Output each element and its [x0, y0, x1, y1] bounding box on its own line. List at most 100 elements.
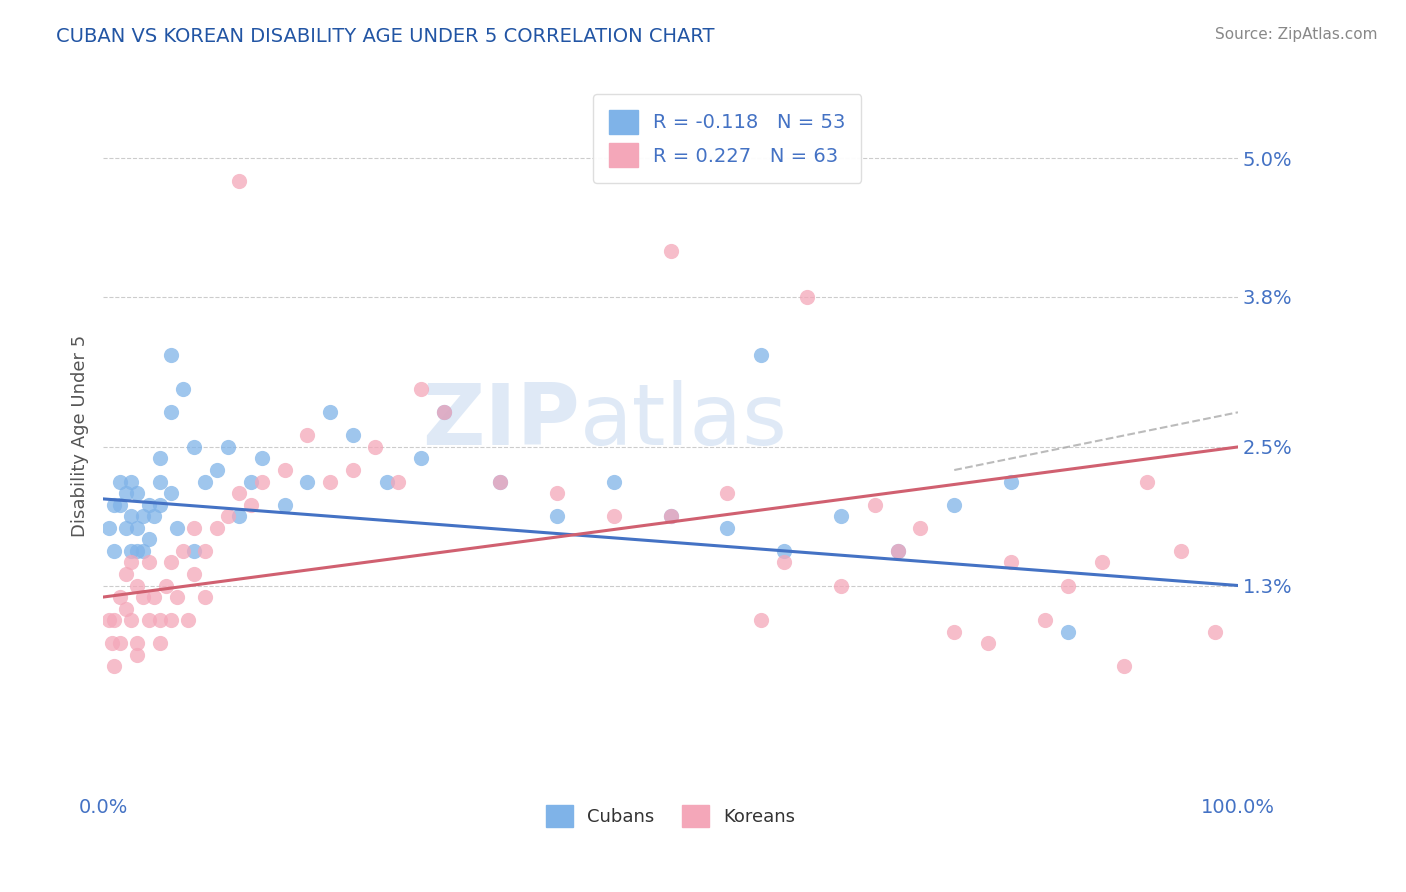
Point: [228, 509, 250, 524]
Point: [319, 475, 342, 489]
Point: [830, 578, 852, 592]
Point: [177, 613, 200, 627]
Point: [205, 521, 228, 535]
Point: [250, 451, 273, 466]
Point: [250, 475, 273, 489]
Point: [183, 440, 205, 454]
Point: [138, 556, 160, 570]
Point: [108, 590, 131, 604]
Point: [489, 475, 512, 489]
Point: [659, 509, 682, 524]
Point: [132, 509, 155, 524]
Point: [977, 636, 1000, 650]
Point: [342, 428, 364, 442]
Point: [103, 613, 125, 627]
Point: [319, 405, 342, 419]
Point: [127, 521, 149, 535]
Point: [546, 509, 568, 524]
Point: [1114, 659, 1136, 673]
Point: [121, 509, 143, 524]
Point: [103, 544, 125, 558]
Point: [108, 636, 131, 650]
Point: [160, 347, 183, 361]
Point: [127, 578, 149, 592]
Point: [603, 509, 626, 524]
Point: [97, 521, 120, 535]
Point: [155, 578, 177, 592]
Point: [228, 174, 250, 188]
Point: [114, 601, 136, 615]
Point: [121, 475, 143, 489]
Point: [138, 498, 160, 512]
Point: [1056, 578, 1078, 592]
Point: [121, 613, 143, 627]
Point: [273, 498, 295, 512]
Legend: Cubans, Koreans: Cubans, Koreans: [538, 798, 803, 834]
Point: [194, 544, 217, 558]
Point: [172, 382, 194, 396]
Point: [149, 636, 172, 650]
Point: [943, 498, 966, 512]
Point: [166, 590, 188, 604]
Point: [1056, 624, 1078, 639]
Point: [603, 475, 626, 489]
Point: [749, 347, 772, 361]
Point: [114, 486, 136, 500]
Point: [103, 498, 125, 512]
Point: [166, 521, 188, 535]
Point: [121, 544, 143, 558]
Point: [108, 475, 131, 489]
Point: [1000, 556, 1022, 570]
Point: [546, 486, 568, 500]
Point: [160, 613, 183, 627]
Point: [143, 509, 166, 524]
Point: [183, 544, 205, 558]
Point: [297, 475, 319, 489]
Point: [375, 475, 398, 489]
Point: [716, 486, 738, 500]
Point: [172, 544, 194, 558]
Point: [138, 613, 160, 627]
Point: [160, 405, 183, 419]
Point: [97, 613, 120, 627]
Point: [273, 463, 295, 477]
Point: [387, 475, 409, 489]
Point: [432, 405, 454, 419]
Point: [127, 486, 149, 500]
Point: [773, 544, 796, 558]
Text: CUBAN VS KOREAN DISABILITY AGE UNDER 5 CORRELATION CHART: CUBAN VS KOREAN DISABILITY AGE UNDER 5 C…: [56, 27, 714, 45]
Point: [194, 590, 217, 604]
Point: [217, 509, 239, 524]
Point: [1170, 544, 1192, 558]
Point: [239, 475, 262, 489]
Point: [830, 509, 852, 524]
Point: [409, 382, 432, 396]
Point: [143, 590, 166, 604]
Point: [1204, 624, 1226, 639]
Point: [149, 451, 172, 466]
Point: [103, 659, 125, 673]
Point: [1000, 475, 1022, 489]
Point: [127, 648, 149, 662]
Point: [364, 440, 387, 454]
Point: [432, 405, 454, 419]
Point: [716, 521, 738, 535]
Point: [943, 624, 966, 639]
Point: [228, 486, 250, 500]
Point: [194, 475, 217, 489]
Point: [121, 556, 143, 570]
Point: [659, 244, 682, 258]
Point: [183, 566, 205, 581]
Point: [101, 636, 124, 650]
Point: [160, 486, 183, 500]
Point: [659, 509, 682, 524]
Point: [1033, 613, 1056, 627]
Point: [138, 533, 160, 547]
Point: [183, 521, 205, 535]
Text: atlas: atlas: [579, 380, 787, 463]
Point: [908, 521, 931, 535]
Point: [114, 566, 136, 581]
Point: [149, 498, 172, 512]
Point: [149, 613, 172, 627]
Point: [297, 428, 319, 442]
